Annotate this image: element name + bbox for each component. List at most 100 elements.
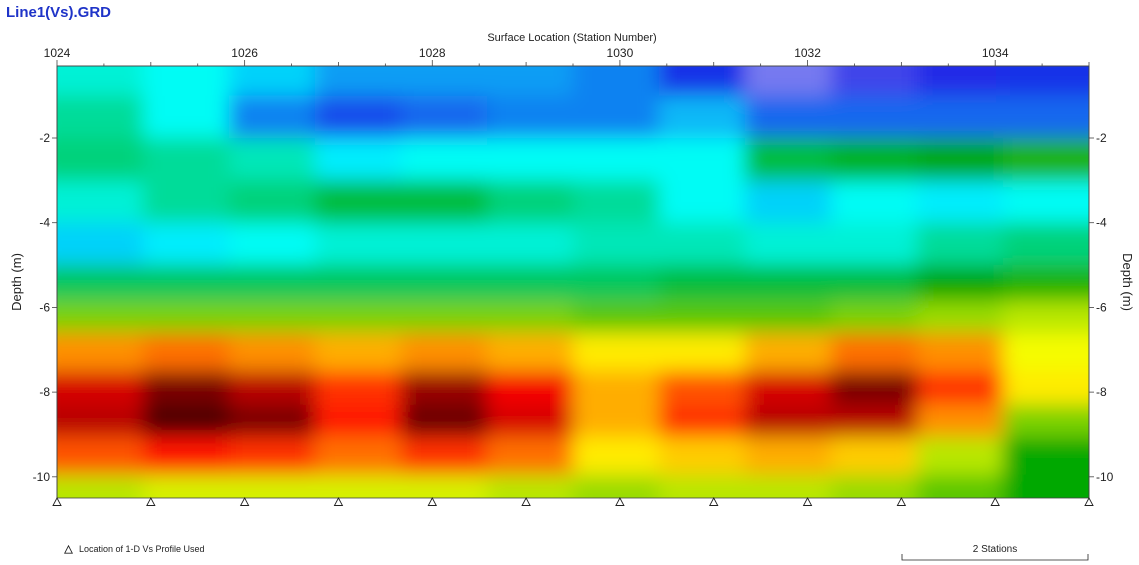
profile-marker (615, 497, 625, 506)
heatmap-cell (229, 370, 316, 406)
heatmap-cell (831, 436, 918, 476)
heatmap-cell (745, 404, 832, 438)
heatmap-cell (315, 265, 402, 303)
heatmap-cell (831, 222, 918, 267)
heatmap-cell (487, 370, 574, 406)
heatmap-cell (1003, 332, 1089, 372)
y-tick-label: -2 (39, 131, 50, 145)
heatmap-cell (573, 474, 660, 498)
heatmap-cell (57, 404, 144, 438)
heatmap-cell (573, 332, 660, 372)
heatmap-cell (745, 265, 832, 303)
heatmap-cell (143, 370, 230, 406)
heatmap-cell (143, 301, 230, 334)
heatmap-cell (229, 332, 316, 372)
heatmap-cell (229, 66, 316, 97)
heatmap-cell (401, 66, 488, 97)
heatmap-cell (831, 95, 918, 139)
profile-marker (802, 497, 813, 506)
y-tick-label: -8 (1096, 385, 1107, 399)
heatmap-cell (57, 370, 144, 406)
heatmap-cell (1003, 404, 1089, 438)
heatmap-cell (917, 95, 1004, 139)
heatmap-cell (143, 95, 230, 139)
profile-marker (521, 497, 531, 506)
legend: Location of 1-D Vs Profile Used (64, 544, 205, 554)
y-tick-label: -4 (39, 216, 50, 230)
heatmap-cell (745, 474, 832, 498)
legend-label: Location of 1-D Vs Profile Used (79, 544, 205, 554)
profile-marker (333, 497, 344, 506)
heatmap-cell (57, 436, 144, 476)
profile-marker (896, 497, 907, 506)
heatmap-cell (57, 66, 144, 97)
heatmap-cell (315, 404, 402, 438)
y-tick-label: -4 (1096, 216, 1107, 230)
x-tick-label: 1026 (231, 46, 258, 60)
heatmap-cell (315, 95, 402, 139)
heatmap-cell (573, 138, 660, 182)
profile-marker (146, 497, 156, 506)
heatmap-cell (659, 370, 746, 406)
heatmap-cell (487, 301, 574, 334)
heatmap-cell (401, 138, 488, 182)
heatmap-cell (1003, 180, 1089, 224)
heatmap-cell (573, 95, 660, 139)
profile-marker (990, 497, 1000, 506)
profile-marker (1084, 497, 1094, 506)
heatmap-cell (57, 474, 144, 498)
heatmap-cell (143, 332, 230, 372)
y-tick-label: -10 (33, 470, 51, 484)
heatmap-cell (659, 474, 746, 498)
heatmap-cell (831, 474, 918, 498)
heatmap-cell (143, 265, 230, 303)
scale-bar-line (901, 554, 1089, 561)
heatmap-cell (401, 180, 488, 224)
heatmap-cell (229, 436, 316, 476)
heatmap-cell (57, 180, 144, 224)
heatmap-cell (917, 436, 1004, 476)
heatmap-cell (831, 265, 918, 303)
x-ticks: 1024 1026 1028 1030 1032 1034 (44, 46, 1090, 66)
heatmap-cell (315, 222, 402, 267)
heatmap-cell (573, 404, 660, 438)
window-title: Line1(Vs).GRD (6, 4, 112, 21)
heatmap-cell (57, 138, 144, 182)
heatmap-cell (229, 404, 316, 438)
y-tick-label: -10 (1096, 470, 1114, 484)
heatmap-cell (745, 95, 832, 139)
heatmap-cell (659, 180, 746, 224)
heatmap-cell (487, 265, 574, 303)
heatmap-cell (143, 404, 230, 438)
heatmap-cell (659, 66, 746, 97)
heatmap-cell (487, 436, 574, 476)
profile-marker (52, 497, 62, 506)
heatmap-cell (401, 404, 488, 438)
heatmap-cell (831, 370, 918, 406)
heatmap-cell (401, 332, 488, 372)
heatmap-cell (659, 95, 746, 139)
heatmap-cell (831, 404, 918, 438)
x-tick-label: 1030 (607, 46, 634, 60)
x-tick-label: 1034 (982, 46, 1009, 60)
heatmap-cell (917, 222, 1004, 267)
heatmap-cell (57, 222, 144, 267)
heatmap-cell (745, 301, 832, 334)
heatmap-cell (229, 138, 316, 182)
heatmap-cell (143, 222, 230, 267)
heatmap-cell (831, 301, 918, 334)
heatmap-cell (57, 332, 144, 372)
heatmap-cell (1003, 436, 1089, 476)
heatmap-cell (315, 66, 402, 97)
y-tick-label: -6 (39, 300, 50, 314)
heatmap-cell (57, 265, 144, 303)
heatmap-cell (659, 222, 746, 267)
x-tick-label: 1028 (419, 46, 446, 60)
scale-bar-label: 2 Stations (973, 544, 1017, 555)
heatmap-cell (143, 138, 230, 182)
heatmap-cell (745, 370, 832, 406)
heatmap-cell (401, 265, 488, 303)
heatmap-cell (1003, 95, 1089, 139)
x-tick-label: 1032 (794, 46, 821, 60)
heatmap-cell (659, 265, 746, 303)
